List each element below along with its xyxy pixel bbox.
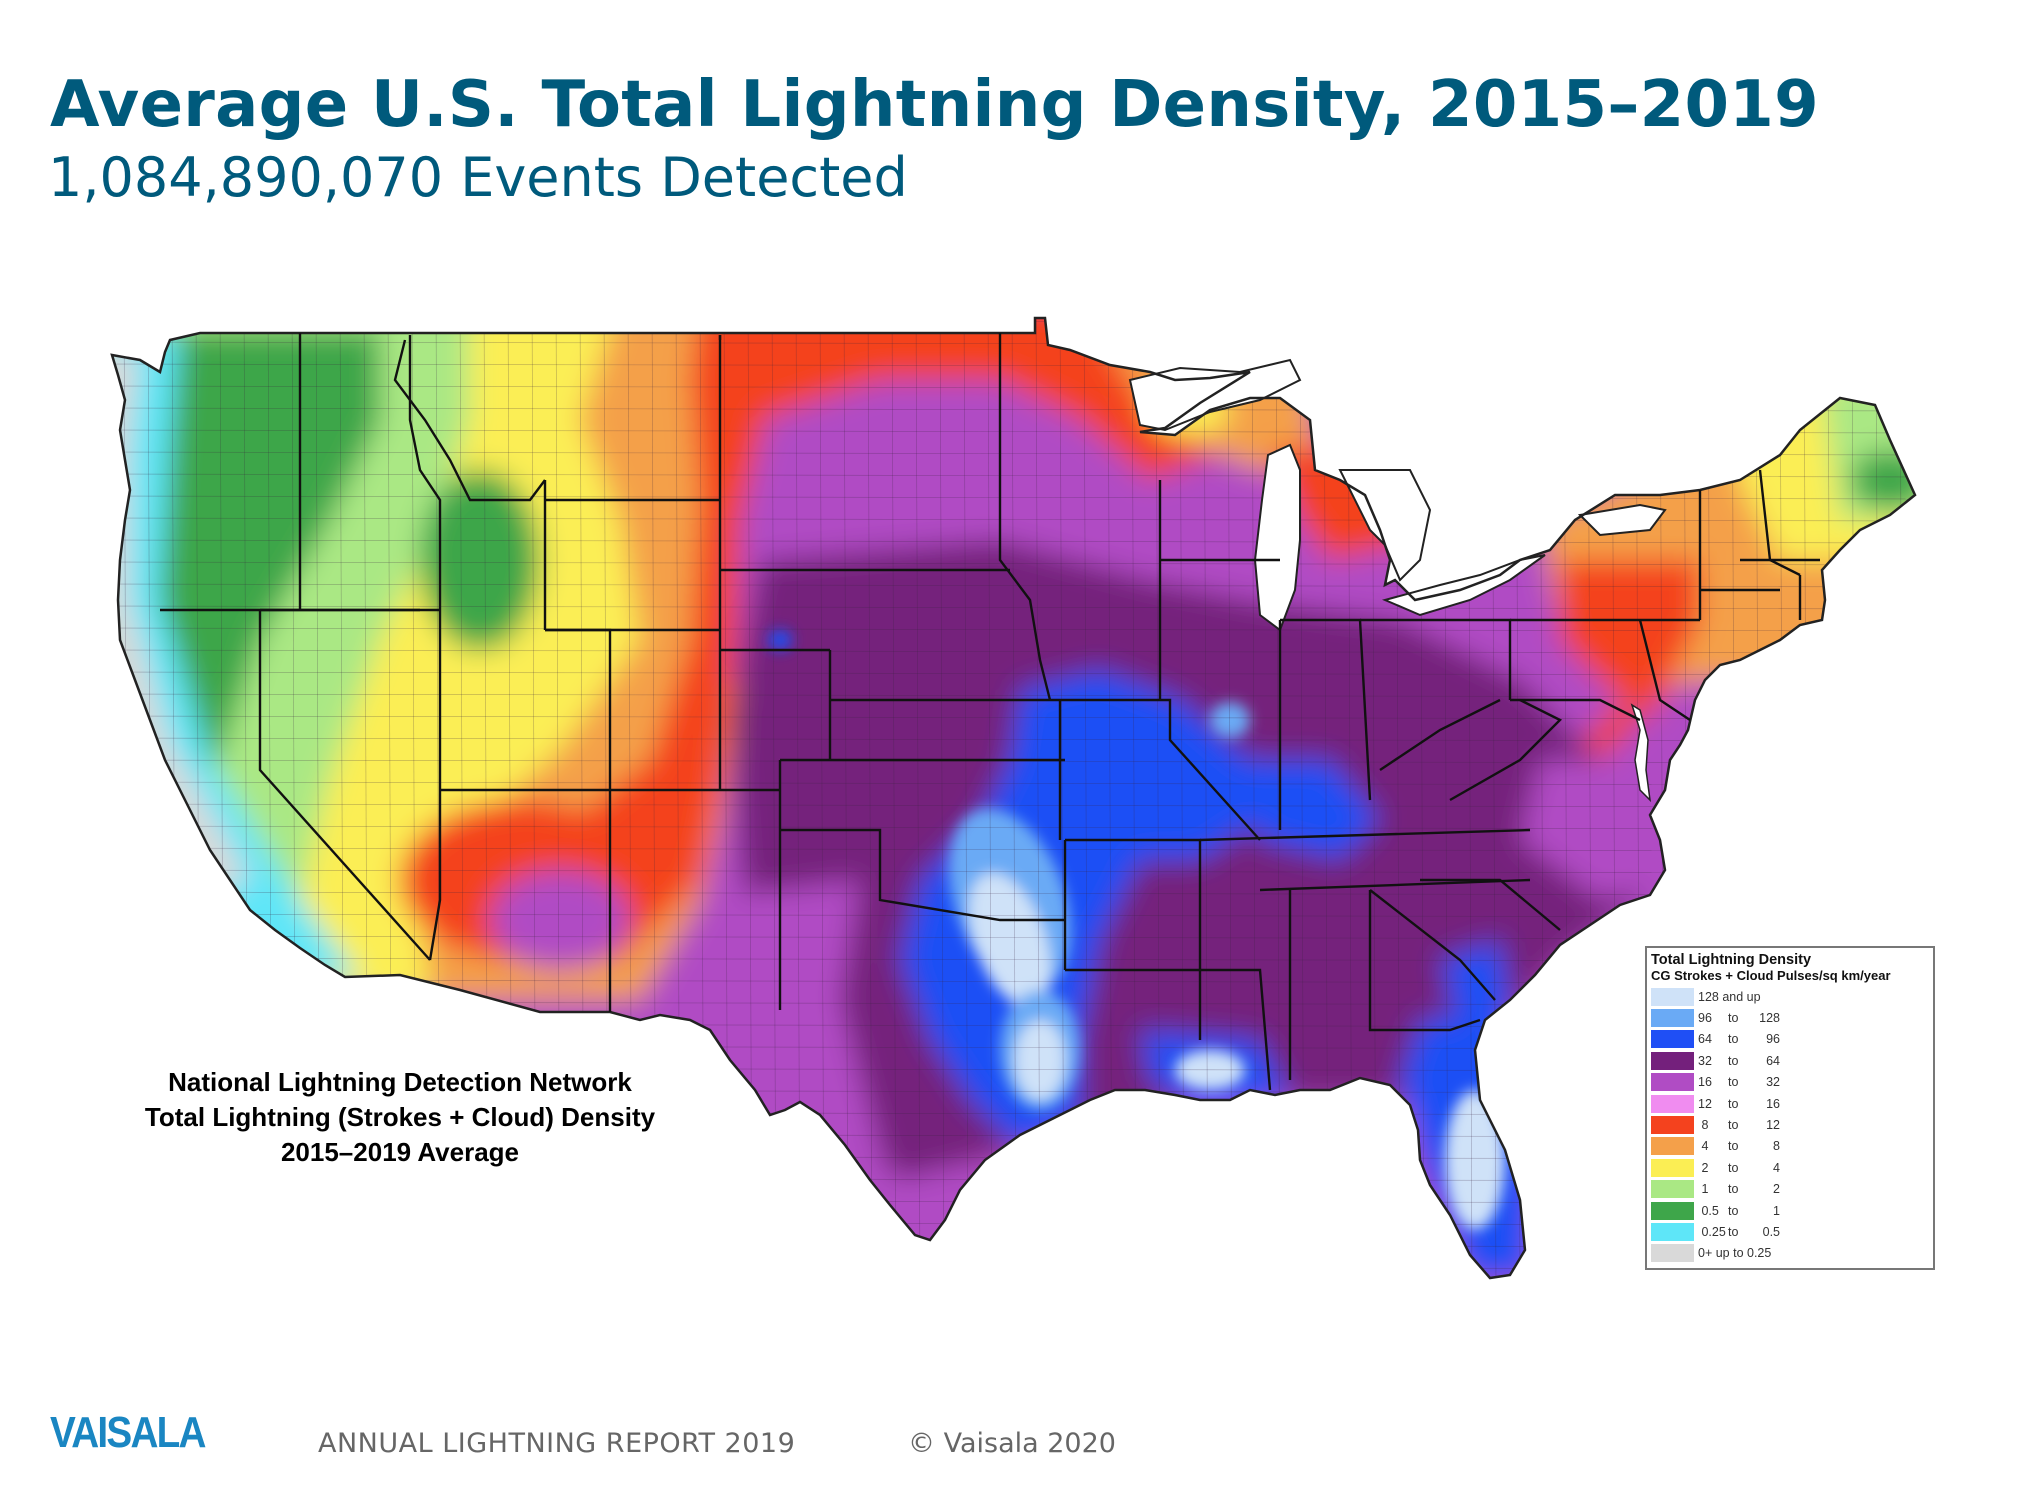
legend-swatch	[1651, 1222, 1694, 1241]
legend-swatch	[1651, 1201, 1694, 1220]
legend-swatch	[1651, 1073, 1694, 1092]
legend-item: 128 and up	[1651, 986, 1929, 1007]
legend-swatch	[1651, 1180, 1694, 1199]
density-la-pale	[1175, 1050, 1245, 1090]
vaisala-logo: VAISALA	[50, 1408, 207, 1457]
legend-label: 4 to 8	[1698, 1139, 1780, 1154]
legend-label: 12 to 16	[1698, 1096, 1780, 1111]
density-tx-pale	[1015, 1020, 1065, 1100]
caption-line-density: Total Lightning (Strokes + Cloud) Densit…	[144, 1102, 656, 1132]
state-border	[1449, 698, 1563, 802]
state-border	[1420, 878, 1561, 931]
legend-item: 96 to 128	[1651, 1007, 1929, 1028]
state-border	[1060, 698, 1261, 841]
caption-line-network: National Lightning Detection Network	[168, 1067, 632, 1097]
footer-copyright: © Vaisala 2020	[908, 1428, 1116, 1459]
legend-item: 2 to 4	[1651, 1157, 1929, 1178]
legend-item: 0.5 to 1	[1651, 1200, 1929, 1221]
density-front-red	[470, 318, 800, 960]
legend-swatch	[1651, 1244, 1694, 1263]
great-lakes	[1128, 358, 1667, 803]
lake-4	[1577, 503, 1667, 537]
chesapeake-bay	[1630, 703, 1652, 803]
legend-swatch	[1651, 1030, 1694, 1049]
density-ne-blue-spot	[768, 630, 792, 650]
legend-label: 8 to 12	[1698, 1118, 1780, 1133]
density-legend: Total Lightning Density CG Strokes + Clo…	[1645, 946, 1935, 1270]
lake-2	[1338, 469, 1432, 582]
state-border	[1199, 828, 1531, 842]
legend-label: 0.25 to 0.5	[1698, 1224, 1780, 1239]
state-border	[1510, 698, 1641, 722]
map-caption: National Lightning Detection Network Tot…	[100, 1065, 700, 1170]
legend-item: 0.25 to 0.5	[1651, 1221, 1929, 1242]
legend-label: 1 to 2	[1698, 1182, 1780, 1197]
legend-title: Total Lightning Density	[1651, 952, 1812, 968]
state-border	[1638, 619, 1691, 721]
state-border	[1368, 890, 1481, 1032]
legend-label: 0+ up to 0.25	[1698, 1246, 1772, 1261]
legend-item: 32 to 64	[1651, 1050, 1929, 1071]
state-border	[428, 610, 442, 961]
state-border	[393, 339, 546, 502]
legend-label: 64 to 96	[1698, 1032, 1780, 1047]
us-outline	[110, 316, 1917, 1280]
state-border	[1200, 968, 1272, 1091]
legend-swatch	[1651, 1137, 1694, 1156]
caption-line-period: 2015–2019 Average	[280, 1137, 520, 1167]
density-plains-blue	[900, 670, 1260, 1150]
legend-label: 32 to 64	[1698, 1053, 1780, 1068]
legend-swatch	[1651, 1116, 1694, 1135]
legend-swatch	[1651, 1051, 1694, 1070]
legend-label: 96 to 128	[1698, 1011, 1780, 1026]
legend-label: 128 and up	[1698, 989, 1761, 1004]
state-border	[1379, 698, 1501, 771]
state-border	[998, 333, 1052, 701]
legend-item: 12 to 16	[1651, 1093, 1929, 1114]
density-mo-lightblue	[1210, 702, 1250, 738]
density-idaho-green	[420, 470, 540, 650]
density-carolina-purple	[1520, 760, 1680, 900]
state-border	[1369, 889, 1496, 1001]
legend-subtitle: CG Strokes + Cloud Pulses/sq km/year	[1651, 968, 1891, 983]
legend-swatch	[1651, 1158, 1694, 1177]
legend-swatch	[1651, 987, 1694, 1006]
legend-swatch	[1651, 1009, 1694, 1028]
state-border	[258, 610, 431, 961]
legend-item: 0+ up to 0.25	[1651, 1243, 1929, 1264]
footer-report-title: ANNUAL LIGHTNING REPORT 2019	[318, 1428, 796, 1459]
legend-label: 2 to 4	[1698, 1160, 1780, 1175]
state-border	[780, 828, 1065, 922]
legend-item: 8 to 12	[1651, 1114, 1929, 1135]
state-border	[1259, 878, 1531, 892]
legend-swatch	[1651, 1094, 1694, 1113]
legend-item: 64 to 96	[1651, 1029, 1929, 1050]
events-detected-subtitle: 1,084,890,070 Events Detected	[48, 146, 908, 209]
legend-item: 16 to 32	[1651, 1072, 1929, 1093]
density-westtx-purple	[700, 880, 900, 1230]
lake-1	[1253, 443, 1301, 632]
density-ok-pale	[969, 873, 1051, 1007]
density-az-purple	[490, 870, 630, 970]
legend-item: 1 to 2	[1651, 1179, 1929, 1200]
state-boundaries	[160, 333, 1820, 1091]
density-ga-coast-blue	[1440, 940, 1510, 1030]
page-title: Average U.S. Total Lightning Density, 20…	[50, 68, 1819, 142]
state-border	[408, 335, 442, 610]
legend-label: 16 to 32	[1698, 1075, 1780, 1090]
density-fl-pale	[1445, 1090, 1505, 1230]
legend-label: 0.5 to 1	[1698, 1203, 1780, 1218]
density-ny-pa-red	[1560, 560, 1700, 720]
legend-item: 4 to 8	[1651, 1136, 1929, 1157]
